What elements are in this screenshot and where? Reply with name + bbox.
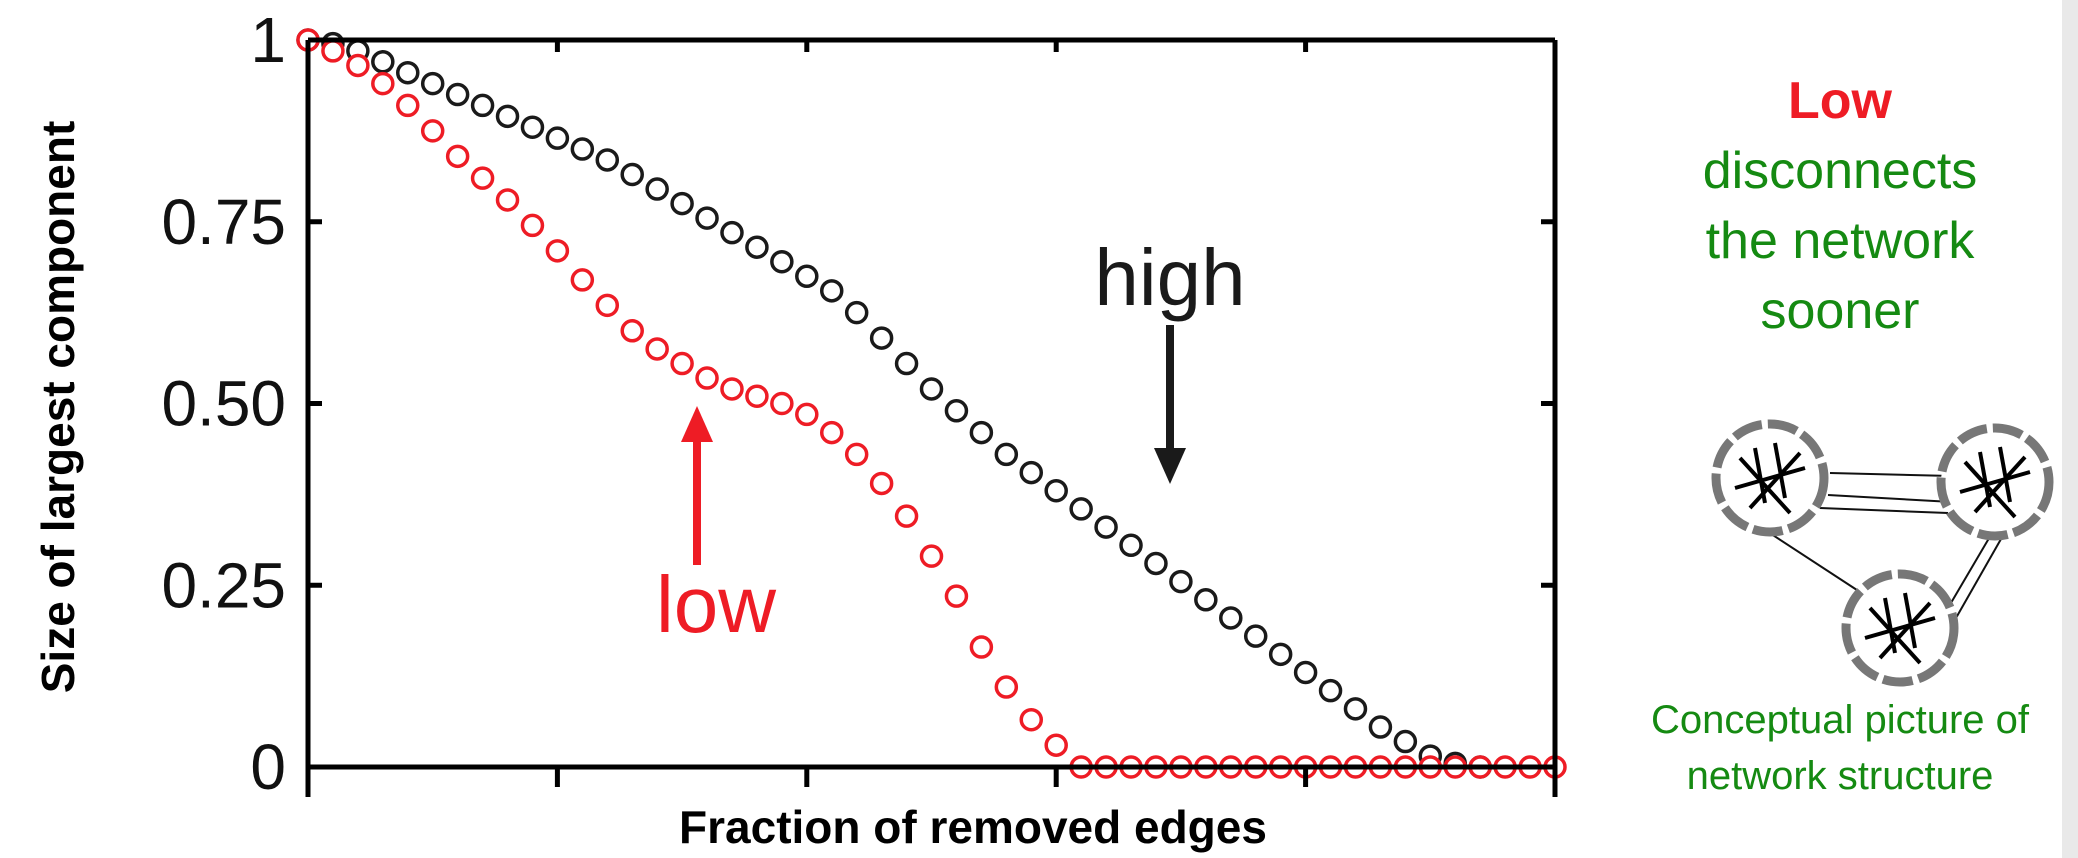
data-point-high	[745, 235, 769, 259]
data-point-high	[670, 191, 694, 216]
data-point-high	[1194, 588, 1218, 612]
data-point-high	[1343, 697, 1368, 721]
data-point-high	[1268, 642, 1293, 667]
data-point-high	[1119, 533, 1143, 558]
y-tick-label: 0.75	[161, 186, 286, 258]
data-point-low	[944, 584, 969, 608]
data-point-low	[396, 93, 420, 118]
annotations: high low	[656, 233, 1246, 649]
data-point-low	[371, 71, 395, 96]
data-point-high	[844, 300, 869, 325]
y-axis-label: Size of largest component	[32, 121, 84, 694]
y-tick-label: 0.50	[161, 368, 286, 440]
data-point-high	[620, 162, 644, 187]
largest-component-chart: 0 0.25 0.50 0.75 1 high low Fraction of remov…	[32, 4, 1567, 853]
annotation-high-label: high	[1094, 233, 1245, 322]
illustration-caption: Conceptual picture of network structure	[1610, 692, 2070, 804]
data-point-high	[645, 177, 669, 201]
data-point-high	[969, 420, 994, 445]
data-point-high	[894, 351, 919, 376]
data-point-high	[545, 126, 570, 150]
annotation-low-label: low	[656, 560, 776, 649]
data-point-high	[520, 115, 545, 139]
network-structure-illustration	[1711, 419, 2054, 687]
headline-low-word: Low	[1788, 72, 1892, 130]
data-point-high	[944, 399, 969, 423]
data-point-high	[595, 148, 620, 172]
y-axis-ticks: 0 0.25 0.50 0.75 1	[161, 4, 1555, 803]
data-point-high	[1293, 660, 1318, 685]
data-point-high	[1144, 551, 1168, 576]
data-point-low	[420, 119, 445, 143]
data-point-low	[994, 675, 1019, 699]
data-point-high	[1368, 715, 1393, 739]
series-low	[296, 28, 1567, 779]
data-point-high	[1243, 624, 1268, 648]
x-axis-label: Fraction of removed edges	[679, 801, 1267, 853]
data-point-low	[346, 53, 370, 78]
data-point-high	[1219, 606, 1243, 630]
data-point-low	[720, 377, 744, 401]
data-point-high	[1094, 515, 1118, 539]
y-tick-label: 0.25	[161, 549, 286, 621]
data-point-low	[819, 420, 844, 445]
data-point-high	[495, 104, 520, 129]
data-point-high	[695, 206, 719, 230]
data-point-low	[495, 188, 520, 212]
cluster-bottom	[1841, 569, 1959, 687]
data-point-low	[969, 635, 994, 659]
data-point-low	[869, 471, 894, 496]
data-point-high	[445, 82, 470, 107]
data-point-high	[396, 60, 420, 85]
plot-frame	[305, 37, 1558, 797]
data-point-low	[1044, 733, 1068, 757]
y-tick-label: 1	[250, 4, 286, 76]
headline-rest: disconnects the network sooner	[1702, 142, 1978, 340]
arrow-up-head-icon	[681, 406, 713, 442]
data-point-high	[720, 220, 744, 245]
arrow-down-head-icon	[1154, 448, 1186, 484]
data-point-high	[869, 326, 894, 350]
data-point-high	[1393, 729, 1418, 754]
data-point-low	[321, 39, 345, 63]
data-point-high	[795, 264, 819, 289]
data-point-low	[445, 144, 470, 169]
data-point-high	[1019, 460, 1044, 485]
cluster-right	[1936, 423, 2054, 541]
data-point-high	[919, 377, 944, 401]
data-point-low	[645, 337, 669, 361]
data-point-high	[470, 93, 495, 118]
data-point-high	[1169, 569, 1193, 594]
data-point-low	[919, 544, 944, 568]
data-point-low	[620, 319, 644, 343]
data-point-high	[1069, 497, 1093, 521]
data-point-high	[819, 279, 844, 303]
data-point-low	[570, 268, 595, 292]
series-high	[296, 28, 1492, 779]
data-point-low	[795, 402, 819, 427]
data-point-low	[545, 239, 570, 263]
data-point-low	[520, 213, 545, 238]
y-tick-label: 0	[250, 731, 286, 803]
data-point-low	[745, 384, 769, 408]
data-point-high	[570, 137, 595, 161]
data-point-low	[470, 166, 495, 190]
data-point-low	[1019, 707, 1044, 732]
data-point-high	[1318, 678, 1343, 703]
data-point-high	[770, 249, 794, 274]
data-point-low	[595, 293, 620, 318]
data-point-low	[670, 351, 694, 376]
data-point-high	[994, 442, 1019, 467]
data-point-high	[1044, 478, 1068, 503]
cluster-left	[1711, 419, 1829, 537]
headline-text: Low disconnects the network sooner	[1610, 66, 2070, 346]
data-point-high	[420, 71, 445, 96]
data-point-low	[695, 366, 719, 390]
data-point-low	[844, 442, 869, 467]
data-point-high	[371, 50, 395, 74]
data-point-low	[894, 504, 919, 528]
caption-text: Conceptual picture of network structure	[1650, 698, 2029, 798]
right-edge-strip	[2062, 0, 2078, 858]
data-point-low	[770, 391, 794, 416]
